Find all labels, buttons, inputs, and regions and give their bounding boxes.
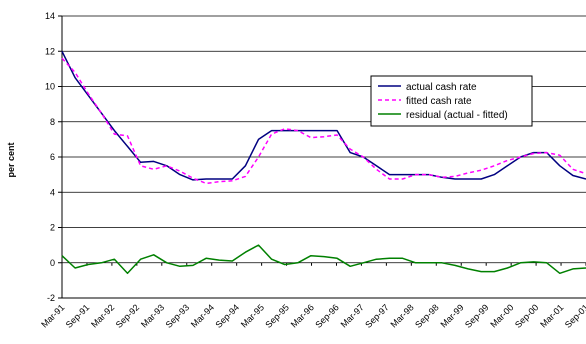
y-tick-label: 12 [45,46,55,56]
series-lines [61,50,586,275]
axes [61,16,586,299]
legend-label: actual cash rate [406,82,477,93]
y-tick-label: 2 [50,223,55,233]
legend: actual cash rate fitted cash rate residual… [370,75,533,127]
legend-box [370,75,533,127]
series-line-2 [61,57,586,185]
y-tick-label: 0 [50,258,55,268]
y-tick-label: 6 [50,152,55,162]
series-line-1 [61,50,586,181]
legend-label: residual (actual - fitted) [406,110,508,121]
y-tick-label: 4 [50,187,55,197]
y-tick-labels: -2 0 2 4 6 8 10 12 14 [45,11,55,303]
legend-label: fitted cash rate [406,96,472,107]
y-tick-label: 10 [45,82,55,92]
y-tick-label: -2 [47,293,55,303]
y-tick-label: 8 [50,117,55,127]
y-tick-label: 14 [45,11,55,21]
series-line-3 [61,244,586,275]
y-axis-title: per cent [6,142,16,177]
